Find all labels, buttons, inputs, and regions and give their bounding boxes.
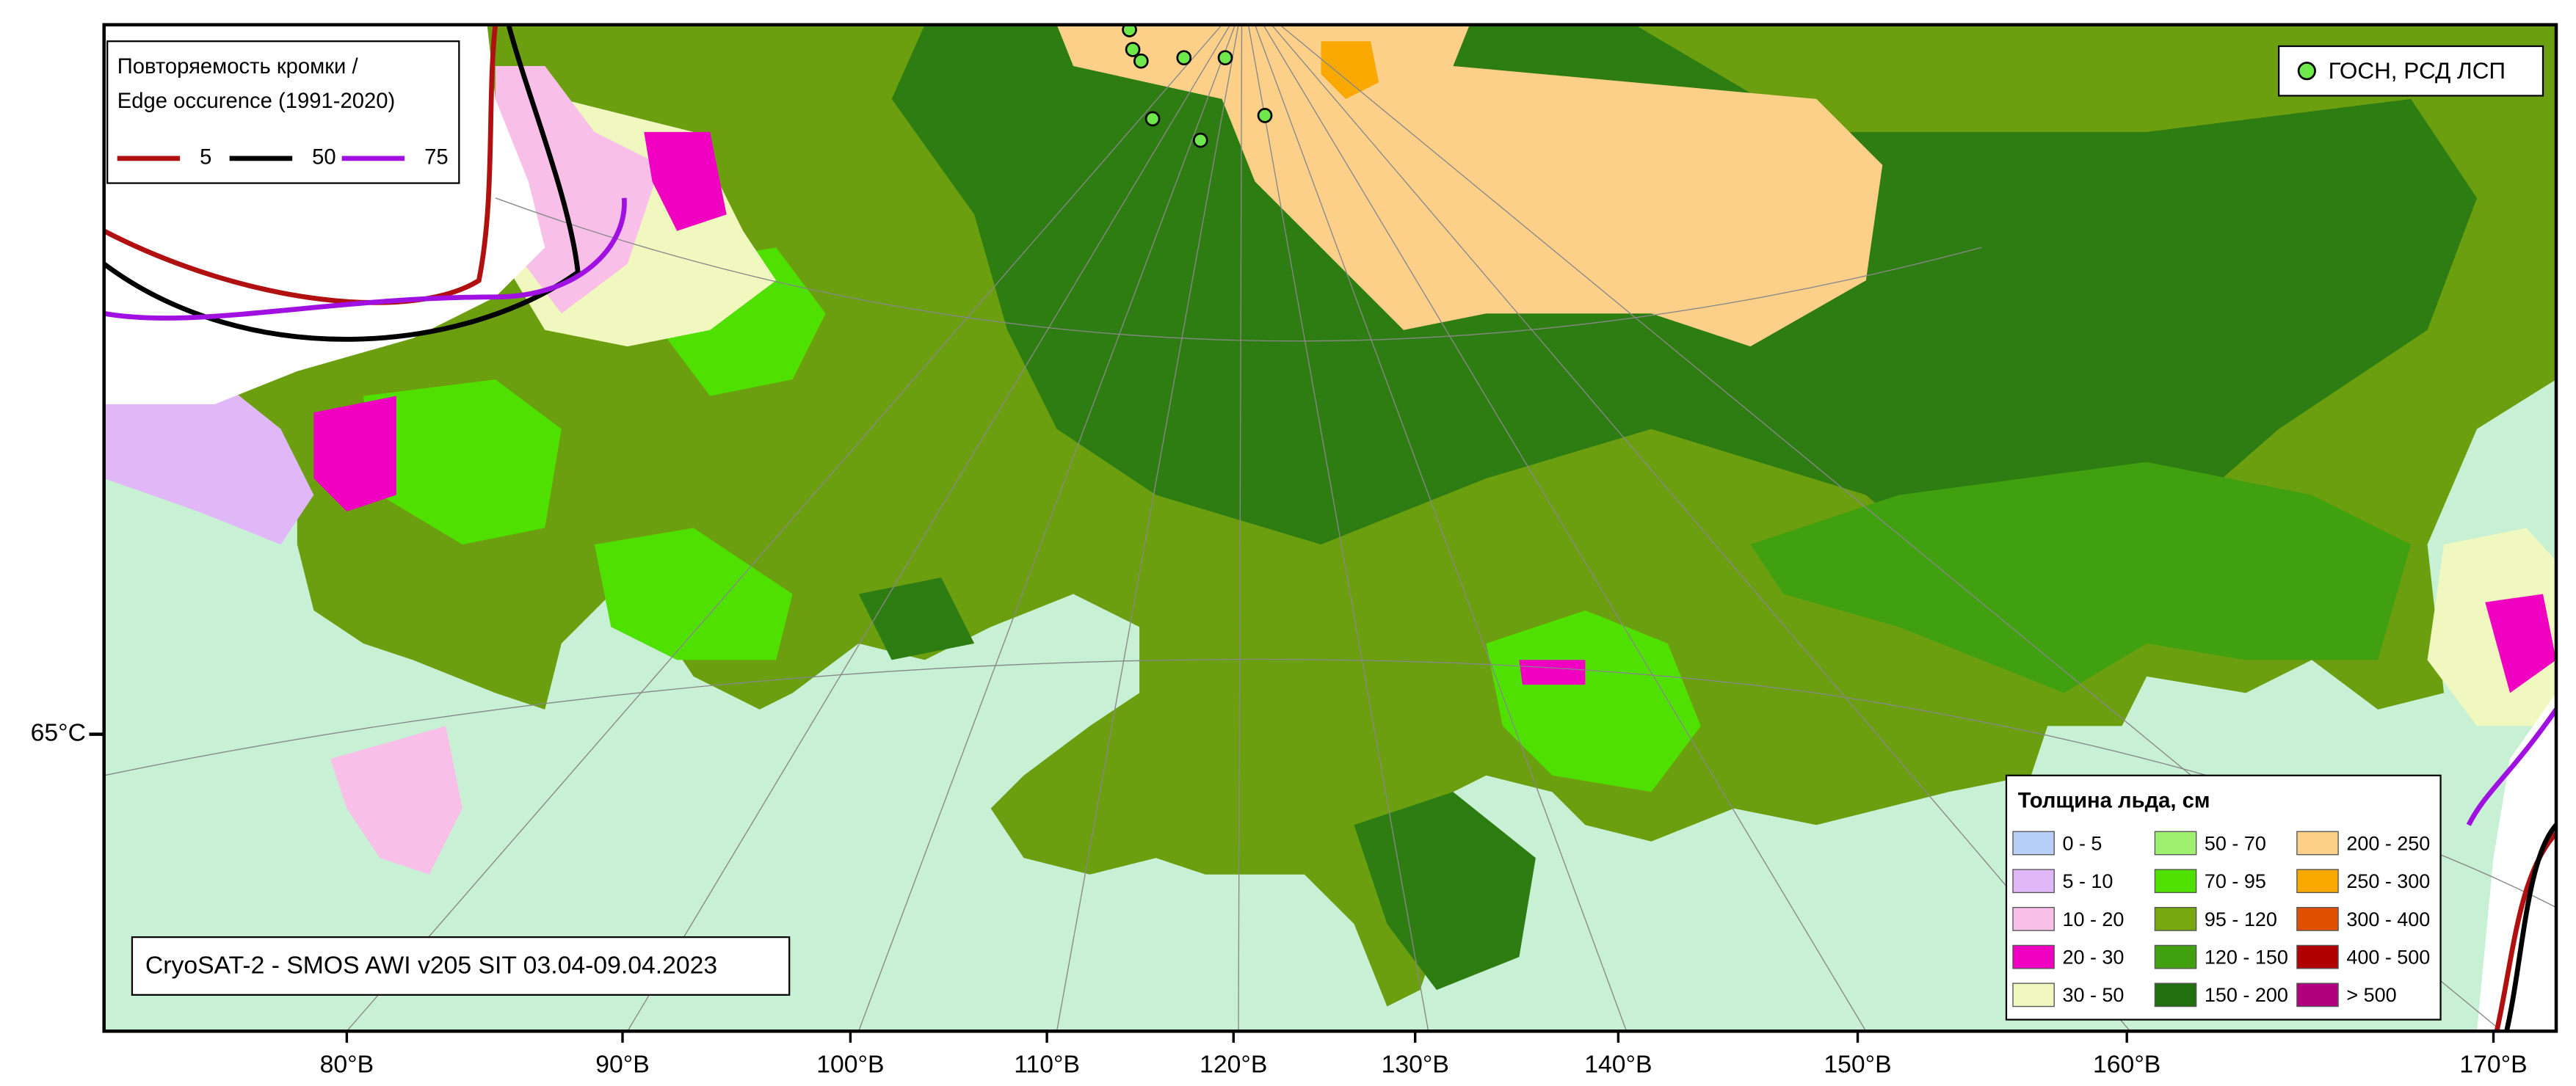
- thickness-legend-swatch: [2012, 983, 2055, 1007]
- thickness-legend-swatch: [2296, 906, 2339, 931]
- points-legend-label: ГОСН, РСД ЛСП: [2329, 58, 2506, 84]
- thickness-legend-label: 400 - 500: [2346, 946, 2430, 968]
- lon-label: 160°В: [2093, 1050, 2160, 1078]
- graticule-line: [1271, 24, 2131, 1032]
- lon-label: 150°В: [1824, 1050, 1891, 1078]
- points-legend-symbol: [2297, 62, 2316, 81]
- thickness-legend-label: 95 - 120: [2205, 908, 2277, 930]
- thickness-legend-label: 150 - 200: [2205, 984, 2288, 1006]
- ice-edge-line: [2504, 823, 2557, 1032]
- thickness-legend-title: Толщина льда, см: [2018, 789, 2210, 812]
- thickness-legend-label: 30 - 50: [2062, 984, 2124, 1006]
- ice-thick: [858, 577, 975, 660]
- thickness-legend-label: 200 - 250: [2346, 832, 2430, 854]
- graticule-line: [1263, 24, 1867, 1032]
- legends: Повторяемость кромки / Edge occurence (19…: [106, 40, 2544, 1021]
- source-label: CryoSAT-2 - SMOS AWI v205 SIT 03.04-09.0…: [145, 952, 717, 980]
- station-point: [1257, 108, 1273, 123]
- axis-labels: 80°В 90°В 100°В 110°В 120°В 130°В 140°В 150°В 16…: [31, 718, 2528, 1078]
- station-point: [1122, 24, 1137, 37]
- map-frame: [102, 23, 2558, 1033]
- lon-label: 130°В: [1382, 1050, 1449, 1078]
- thickness-legend-swatch: [2012, 869, 2055, 894]
- thickness-legend-label: 50 - 70: [2205, 832, 2266, 854]
- graticule-line: [1254, 24, 1628, 1032]
- lon-label: 170°В: [2459, 1050, 2527, 1078]
- ice-edge-line: [104, 24, 581, 342]
- ice-edge-line: [104, 197, 627, 321]
- lon-label: 110°В: [1014, 1050, 1080, 1078]
- station-point: [1192, 132, 1208, 148]
- ice-young: [363, 379, 562, 544]
- thickness-legend-label: 250 - 300: [2346, 870, 2430, 892]
- edge-legend-label: 50: [312, 146, 336, 170]
- ice-dark-nilas: [313, 396, 396, 512]
- ice-very-thick: [1321, 41, 1379, 99]
- thickness-legend-label: 0 - 5: [2062, 832, 2102, 854]
- graticule-line: [1238, 24, 1243, 1032]
- source-box: [131, 936, 791, 996]
- edge-legend-title: Повторяемость кромки /: [117, 55, 359, 79]
- graticule-line: [1247, 24, 1429, 1032]
- station-point: [1176, 50, 1192, 66]
- lat-label: 65°С: [31, 718, 86, 746]
- ice-thick: [1354, 792, 1536, 991]
- thickness-legend-swatch: [2012, 831, 2055, 856]
- station-point: [1133, 53, 1149, 69]
- thickness-legend-label: 120 - 150: [2205, 946, 2288, 968]
- graticule-line: [495, 197, 1982, 342]
- ice-edge-line: [2466, 707, 2557, 826]
- ice-young: [1486, 610, 1701, 792]
- open-water: [2477, 693, 2557, 1032]
- lon-label: 100°В: [816, 1050, 884, 1078]
- ice-dark-nilas: [1519, 660, 1586, 685]
- thickness-legend-swatch: [2296, 831, 2339, 856]
- thickness-legend-swatch: [2296, 983, 2339, 1007]
- station-point: [1144, 111, 1161, 127]
- edge-legend-label: 5: [200, 146, 211, 170]
- lon-label: 80°В: [320, 1050, 374, 1078]
- lon-label: 90°В: [595, 1050, 649, 1078]
- graticule-line: [1056, 24, 1239, 1032]
- thickness-legend-label: 300 - 400: [2346, 908, 2430, 930]
- ice-nilas: [330, 726, 462, 875]
- graticule-line: [346, 24, 1223, 1032]
- thickness-legend-swatch: [2154, 983, 2197, 1007]
- thickness-legend-label: > 500: [2346, 984, 2396, 1006]
- ice-mid: [1750, 462, 2412, 693]
- ice-young: [594, 528, 793, 660]
- thickness-legend-swatch: [2154, 906, 2197, 931]
- graticule-line: [627, 24, 1231, 1032]
- thickness-legend-label: 20 - 30: [2062, 946, 2124, 968]
- station-point: [1217, 50, 1233, 66]
- thickness-legend-swatch: [2296, 944, 2339, 969]
- edge-lines: [104, 24, 2557, 1032]
- thickness-legend-box: [2005, 774, 2442, 1021]
- thickness-legend-label: 70 - 95: [2205, 870, 2266, 892]
- ice-dark-nilas: [2485, 594, 2557, 693]
- lon-label: 120°В: [1200, 1050, 1267, 1078]
- ice-edge-line: [104, 24, 498, 305]
- station-point: [1125, 42, 1141, 57]
- thickness-legend-swatch: [2296, 869, 2339, 894]
- thickness-legend-swatch: [2154, 831, 2197, 856]
- thickness-legend-swatch: [2012, 944, 2055, 969]
- points-legend-box: [2277, 45, 2544, 97]
- edge-legend-title: Edge occurence (1991-2020): [117, 90, 396, 113]
- thickness-legend-swatch: [2154, 869, 2197, 894]
- ice-dark-nilas: [644, 131, 727, 231]
- thickness-legend-label: 10 - 20: [2062, 908, 2124, 930]
- thickness-legend-label: 5 - 10: [2062, 870, 2113, 892]
- edge-legend-label: 75: [424, 146, 449, 170]
- lon-label: 140°В: [1584, 1050, 1652, 1078]
- stations: [1122, 24, 1273, 148]
- graticule-line: [858, 24, 1236, 1032]
- map-area: [104, 24, 2557, 1032]
- thickness-legend-swatch: [2154, 944, 2197, 969]
- thickness-legend-swatch: [2012, 906, 2055, 931]
